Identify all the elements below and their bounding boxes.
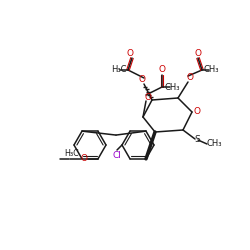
Text: O: O [186,74,194,82]
Text: O: O [138,76,145,84]
Text: O: O [158,66,166,74]
Text: O: O [126,48,134,58]
Text: H₃C: H₃C [64,149,80,158]
Text: O: O [194,48,202,58]
Text: CH₃: CH₃ [203,66,219,74]
Text: CH₃: CH₃ [164,82,180,92]
Text: O: O [144,92,152,102]
Text: S: S [194,136,200,144]
Text: O: O [80,154,87,163]
Text: Cl: Cl [112,152,122,160]
Text: O: O [194,106,200,116]
Text: H₃C: H₃C [111,66,127,74]
Text: CH₃: CH₃ [206,140,222,148]
